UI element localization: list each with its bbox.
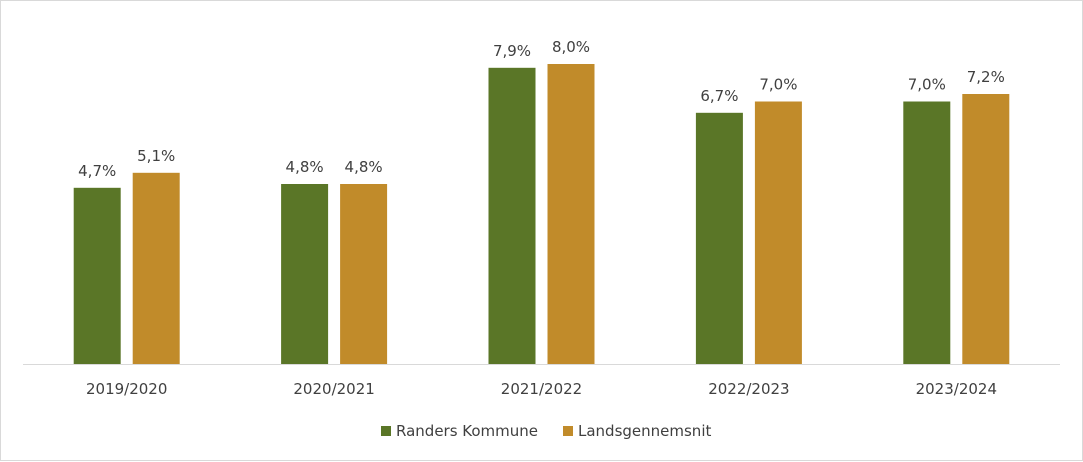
x-tick-label-3: 2022/2023: [708, 380, 789, 398]
bar-randers-0: [73, 187, 121, 365]
bar-randers-4: [903, 101, 951, 364]
x-tick-label-0: 2019/2020: [86, 380, 167, 398]
data-label-randers-0: 4,7%: [78, 162, 116, 180]
data-label-national-4: 7,2%: [967, 68, 1005, 86]
bar-national-4: [962, 94, 1010, 364]
legend-swatch-national: [563, 426, 573, 436]
legend-label-randers: Randers Kommune: [396, 422, 538, 440]
x-tick-label-4: 2023/2024: [916, 380, 997, 398]
bar-national-2: [547, 64, 595, 364]
data-label-national-1: 4,8%: [345, 158, 383, 176]
data-label-national-0: 5,1%: [137, 147, 175, 165]
bar-national-1: [340, 184, 388, 364]
data-label-randers-4: 7,0%: [908, 76, 946, 94]
bar-national-3: [754, 101, 802, 364]
bars-layer: 4,7% 5,1% 4,8% 4,8% 7,9% 8,0% 6,7% 7,0% 7,0% 7,2%: [73, 38, 1010, 365]
legend-label-national: Landsgennemsnit: [578, 422, 711, 440]
x-tick-labels: 2019/2020 2020/2021 2021/2022 2022/2023 2023…: [86, 380, 997, 398]
x-tick-label-1: 2020/2021: [293, 380, 374, 398]
bar-randers-3: [695, 112, 743, 365]
x-tick-label-2: 2021/2022: [501, 380, 582, 398]
legend: Randers Kommune Landsgennemsnit: [381, 422, 711, 440]
bar-national-0: [132, 172, 180, 365]
bar-randers-1: [281, 184, 329, 364]
legend-swatch-randers: [381, 426, 391, 436]
data-label-randers-1: 4,8%: [286, 158, 324, 176]
data-label-national-2: 8,0%: [552, 38, 590, 56]
data-label-randers-2: 7,9%: [493, 42, 531, 60]
bar-randers-2: [488, 67, 536, 365]
data-label-randers-3: 6,7%: [700, 87, 738, 105]
data-label-national-3: 7,0%: [759, 76, 797, 94]
